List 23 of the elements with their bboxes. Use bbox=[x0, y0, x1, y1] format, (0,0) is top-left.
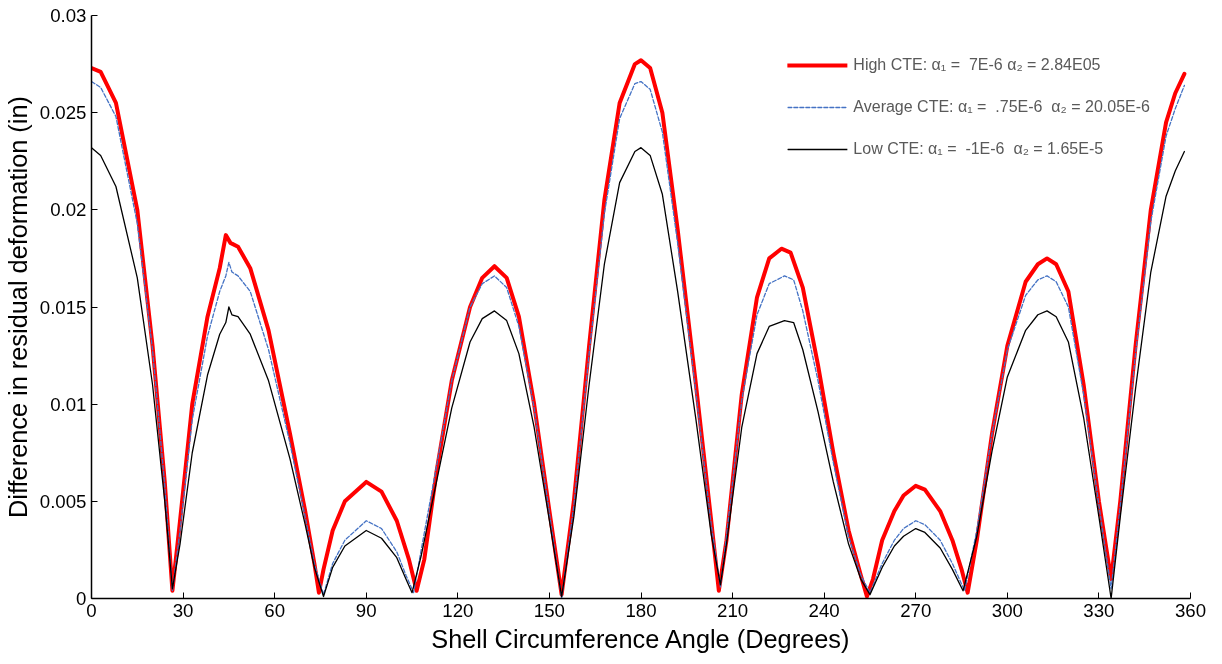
x-tick-label: 60 bbox=[264, 599, 286, 621]
y-tick-label: 0.01 bbox=[50, 393, 87, 415]
x-tick-label: 120 bbox=[442, 599, 474, 621]
y-tick-label: 0.015 bbox=[39, 296, 87, 318]
x-tick-label: 150 bbox=[533, 599, 565, 621]
x-tick-label: 300 bbox=[991, 599, 1023, 621]
x-tick-label: 210 bbox=[717, 599, 749, 621]
x-tick-label: 30 bbox=[172, 599, 194, 621]
legend-label: High CTE: α₁ = 7E-6 α₂ = 2.84E05 bbox=[853, 56, 1101, 74]
y-tick-label: 0.025 bbox=[39, 102, 87, 124]
x-tick-label: 90 bbox=[355, 599, 377, 621]
x-tick-label: 180 bbox=[625, 599, 657, 621]
x-axis-title: Shell Circumference Angle (Degrees) bbox=[431, 624, 850, 653]
legend-label: Average CTE: α₁ = .75E-6 α₂ = 20.05E-6 bbox=[853, 98, 1150, 116]
x-tick-label: 270 bbox=[900, 599, 932, 621]
x-tick-label: 360 bbox=[1174, 599, 1207, 621]
x-tick-label: 240 bbox=[808, 599, 840, 621]
y-tick-label: 0.005 bbox=[39, 490, 87, 512]
x-tick-label: 330 bbox=[1083, 599, 1115, 621]
y-axis-title: Difference in residual deformation (in) bbox=[3, 96, 32, 518]
y-tick-label: 0.03 bbox=[50, 5, 87, 26]
legend-label: Low CTE: α₁ = -1E-6 α₂ = 1.65E-5 bbox=[853, 140, 1104, 158]
y-tick-label: 0.02 bbox=[50, 199, 87, 221]
